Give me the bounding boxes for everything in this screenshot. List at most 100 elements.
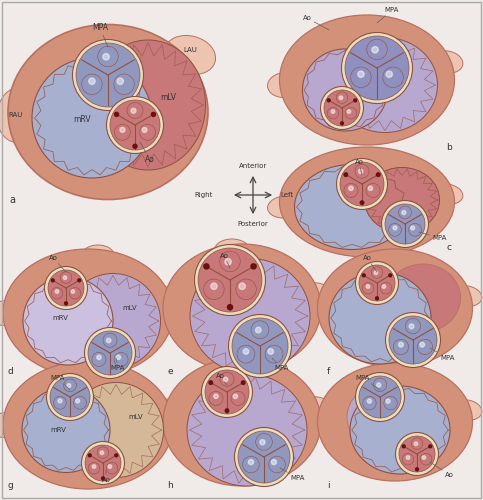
Circle shape — [251, 264, 256, 269]
Circle shape — [235, 428, 294, 486]
Circle shape — [46, 374, 94, 420]
Circle shape — [238, 431, 290, 483]
Circle shape — [345, 108, 357, 119]
Text: d: d — [7, 368, 13, 376]
Circle shape — [248, 460, 254, 464]
Circle shape — [198, 248, 262, 312]
Circle shape — [367, 39, 387, 60]
Circle shape — [116, 355, 121, 360]
Text: Anterior: Anterior — [239, 163, 267, 169]
Text: Ao: Ao — [140, 142, 155, 165]
Circle shape — [201, 366, 253, 418]
Text: Ao: Ao — [215, 373, 227, 385]
Circle shape — [336, 92, 348, 104]
Circle shape — [324, 90, 360, 126]
Circle shape — [321, 86, 364, 130]
Circle shape — [225, 409, 229, 412]
Circle shape — [88, 331, 132, 375]
Circle shape — [69, 288, 81, 299]
Ellipse shape — [163, 358, 321, 486]
Text: Ao: Ao — [355, 159, 363, 175]
Circle shape — [110, 100, 160, 150]
Circle shape — [359, 376, 401, 418]
Circle shape — [92, 352, 106, 366]
Circle shape — [341, 32, 412, 104]
Ellipse shape — [365, 168, 440, 232]
Circle shape — [354, 99, 356, 102]
Circle shape — [374, 271, 378, 274]
Ellipse shape — [190, 258, 310, 374]
Circle shape — [114, 352, 128, 366]
Circle shape — [380, 282, 392, 294]
Ellipse shape — [268, 196, 302, 218]
Circle shape — [211, 283, 217, 290]
Circle shape — [89, 78, 95, 84]
Circle shape — [399, 436, 435, 472]
Ellipse shape — [187, 374, 307, 486]
Circle shape — [402, 210, 406, 214]
Ellipse shape — [317, 249, 472, 367]
Circle shape — [422, 456, 426, 460]
Circle shape — [51, 288, 63, 299]
Circle shape — [117, 78, 124, 84]
Circle shape — [327, 99, 330, 102]
Circle shape — [362, 282, 374, 294]
Text: b: b — [446, 144, 452, 152]
Text: mRV: mRV — [73, 116, 91, 124]
Ellipse shape — [66, 274, 160, 368]
Circle shape — [368, 399, 371, 403]
Circle shape — [48, 270, 84, 306]
Text: mLV: mLV — [128, 414, 143, 420]
Circle shape — [358, 170, 363, 173]
Circle shape — [398, 342, 403, 347]
Ellipse shape — [23, 277, 113, 365]
Circle shape — [355, 372, 404, 422]
Ellipse shape — [302, 49, 387, 131]
Ellipse shape — [148, 296, 180, 320]
Ellipse shape — [385, 264, 460, 332]
Circle shape — [345, 36, 409, 100]
Text: Left: Left — [280, 192, 293, 198]
Circle shape — [55, 290, 59, 294]
Ellipse shape — [164, 36, 215, 74]
Circle shape — [351, 67, 371, 87]
Ellipse shape — [329, 272, 431, 364]
Ellipse shape — [3, 361, 173, 489]
Circle shape — [63, 276, 67, 280]
Circle shape — [204, 264, 209, 269]
Circle shape — [363, 396, 376, 410]
Circle shape — [220, 372, 234, 386]
Circle shape — [256, 434, 272, 450]
Circle shape — [393, 226, 397, 230]
Text: LAU: LAU — [183, 47, 197, 53]
Circle shape — [228, 314, 292, 378]
Circle shape — [224, 378, 228, 382]
Circle shape — [331, 110, 335, 114]
Circle shape — [271, 460, 277, 464]
Circle shape — [71, 290, 75, 294]
Ellipse shape — [295, 164, 410, 250]
Ellipse shape — [0, 412, 24, 438]
Circle shape — [386, 399, 390, 403]
Circle shape — [414, 442, 418, 446]
Circle shape — [97, 355, 101, 360]
Text: Right: Right — [195, 192, 213, 198]
Ellipse shape — [32, 58, 152, 178]
Circle shape — [389, 316, 437, 364]
Text: e: e — [167, 368, 173, 376]
Text: g: g — [7, 482, 13, 490]
Text: MPA: MPA — [51, 375, 70, 390]
Circle shape — [205, 370, 249, 414]
Circle shape — [64, 379, 76, 392]
Ellipse shape — [280, 147, 455, 257]
Circle shape — [140, 124, 156, 140]
Circle shape — [101, 477, 104, 480]
Circle shape — [376, 297, 379, 300]
Circle shape — [373, 378, 387, 392]
Circle shape — [386, 71, 392, 78]
Circle shape — [398, 206, 412, 219]
Ellipse shape — [332, 38, 438, 132]
Circle shape — [393, 340, 409, 354]
Circle shape — [72, 40, 143, 111]
Circle shape — [344, 173, 348, 176]
